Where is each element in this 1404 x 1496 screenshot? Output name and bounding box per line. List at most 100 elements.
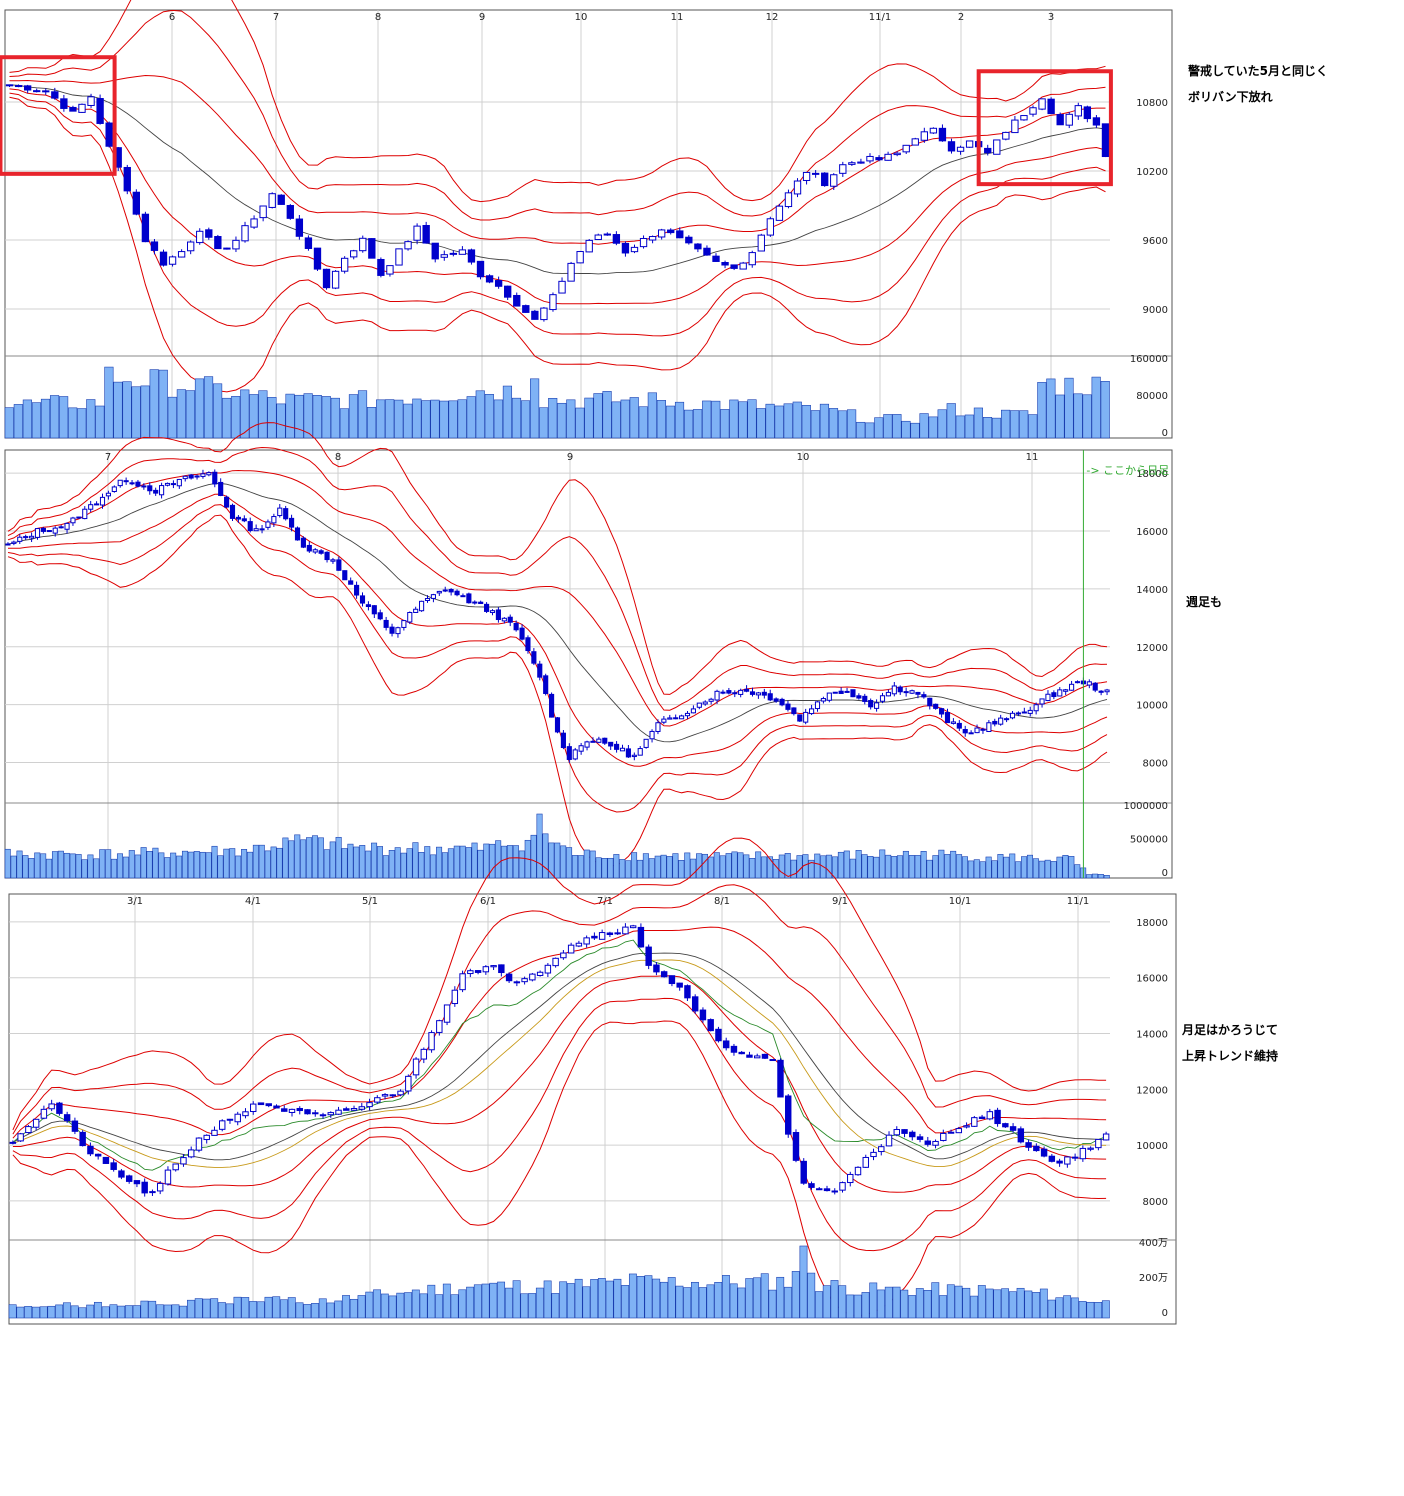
volume-bar — [856, 421, 866, 439]
candle-body — [974, 727, 980, 734]
volume-bar — [991, 417, 1002, 439]
volume-bar — [667, 1277, 676, 1319]
volume-bar — [1032, 858, 1039, 879]
candle-body — [389, 626, 395, 634]
bollinger-band-line — [7, 514, 1108, 867]
volume-bar — [24, 1306, 33, 1319]
candle-body — [994, 1109, 1001, 1125]
volume-bar — [47, 1305, 56, 1319]
volume-tick-label: 200万 — [1139, 1273, 1168, 1284]
volume-bar — [104, 366, 114, 439]
candle-body — [32, 1118, 40, 1128]
volume-bar — [665, 405, 676, 439]
volume-bar — [928, 416, 938, 439]
candle-body — [156, 1182, 164, 1192]
volume-bar — [644, 1275, 653, 1319]
volume-bar — [613, 1278, 622, 1319]
candle-body — [200, 473, 206, 477]
x-tick-label: 10 — [575, 12, 588, 23]
candle-body — [172, 1163, 179, 1171]
volume-bar — [656, 400, 666, 439]
candle-body — [296, 1107, 303, 1112]
candle-body — [1056, 1160, 1063, 1164]
candle-body — [17, 1133, 24, 1142]
volume-bar — [427, 1284, 436, 1319]
candle-body — [413, 225, 421, 241]
volume-bar — [1091, 376, 1101, 439]
volume-bar — [311, 835, 318, 879]
volume-bar — [412, 842, 419, 879]
candle-body — [229, 504, 236, 519]
volume-bar — [193, 851, 200, 879]
candle-body — [123, 480, 129, 483]
candle-body — [494, 280, 503, 287]
volume-bar — [334, 1300, 343, 1319]
candle-body — [1004, 718, 1010, 721]
volume-bar — [738, 401, 748, 439]
volume-bar — [539, 407, 549, 439]
candle-body — [110, 1162, 117, 1170]
monthly-annotation: 月足はかろうじて 上昇トレンド維持 — [1182, 1017, 1278, 1069]
candle-body — [40, 527, 46, 532]
candle-body — [637, 748, 643, 756]
candle-body — [857, 161, 865, 164]
volume-bar — [156, 1304, 164, 1319]
candle-body — [424, 598, 431, 601]
candle-body — [159, 485, 165, 496]
volume-bar — [861, 1292, 870, 1319]
volume-bar — [125, 1305, 133, 1319]
candle-body — [884, 153, 892, 161]
volume-bar — [122, 381, 132, 439]
candle-body — [814, 701, 821, 710]
candle-body — [312, 1112, 319, 1115]
volume-bar — [506, 845, 513, 879]
volume-bar — [339, 408, 349, 439]
volume-bar — [483, 843, 490, 879]
candle-body — [187, 241, 195, 252]
volume-bar — [181, 850, 188, 879]
candle-body — [51, 91, 59, 99]
candle-body — [253, 528, 259, 532]
candle-body — [419, 600, 425, 612]
candle-body — [129, 482, 135, 485]
candle-body — [820, 698, 826, 702]
candle-body — [306, 544, 312, 552]
volume-bar — [258, 844, 265, 879]
x-tick-label: 9 — [567, 452, 573, 463]
volume-bar — [158, 369, 168, 439]
candle-body — [96, 98, 104, 124]
candle-body — [389, 1094, 397, 1097]
volume-bar — [473, 1284, 482, 1319]
volume-bar — [51, 851, 58, 879]
candle-body — [868, 700, 874, 708]
volume-bar — [113, 381, 123, 439]
candle-body — [459, 973, 466, 991]
candle-body — [578, 745, 584, 752]
volume-bar — [4, 407, 14, 439]
candle-body — [58, 526, 64, 529]
candle-body — [304, 237, 313, 249]
chart-panel-weekly: 7 8 9 10 11 18000 16000 14000 12000 10000 8000 1000… — [4, 422, 1173, 879]
candle-body — [730, 1045, 738, 1053]
volume-bar — [711, 400, 721, 439]
volume-bar — [666, 856, 673, 879]
candle-body — [322, 268, 331, 289]
volume-bar — [701, 853, 708, 879]
candle-body — [929, 127, 938, 134]
candle-body — [1087, 1147, 1094, 1150]
candle-body — [703, 247, 711, 256]
candle-body — [775, 205, 784, 221]
volume-bar — [75, 854, 82, 879]
candle-body — [312, 549, 318, 553]
candle-body — [738, 689, 744, 695]
volume-bar — [249, 394, 259, 439]
volume-bar — [896, 855, 903, 879]
x-tick-label: 9 — [479, 12, 485, 23]
volume-bar — [359, 845, 366, 879]
candle-body — [791, 707, 797, 715]
candle-body — [1074, 105, 1082, 117]
candle-body — [630, 246, 639, 253]
volume-bar — [946, 403, 956, 439]
volume-bar — [225, 1303, 234, 1319]
candle-body — [575, 942, 583, 947]
